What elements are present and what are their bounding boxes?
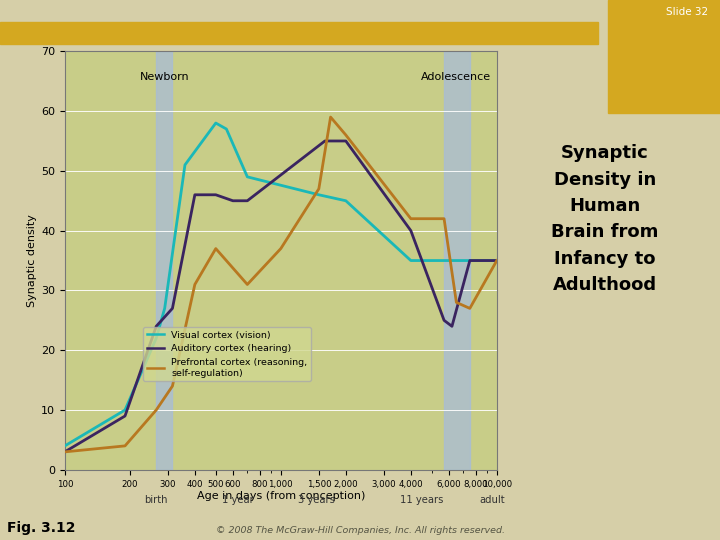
Text: birth: birth bbox=[145, 495, 168, 505]
Text: 1 year: 1 year bbox=[222, 495, 253, 505]
Bar bbox=[444, 51, 470, 470]
Bar bbox=[156, 51, 172, 470]
Text: Synaptic
Density in
Human
Brain from
Infancy to
Adulthood: Synaptic Density in Human Brain from Inf… bbox=[551, 144, 659, 294]
Text: © 2008 The McGraw-Hill Companies, Inc. All rights reserved.: © 2008 The McGraw-Hill Companies, Inc. A… bbox=[215, 525, 505, 535]
Text: Adolescence: Adolescence bbox=[421, 72, 492, 82]
X-axis label: Age in days (from conception): Age in days (from conception) bbox=[197, 491, 365, 501]
Legend: Visual cortex (vision), Auditory cortex (hearing), Prefrontal cortex (reasoning,: Visual cortex (vision), Auditory cortex … bbox=[143, 327, 311, 381]
Text: Newborn: Newborn bbox=[140, 72, 189, 82]
Text: adult: adult bbox=[480, 495, 505, 505]
Bar bbox=[608, 0, 720, 113]
Text: 11 years: 11 years bbox=[400, 495, 444, 505]
Text: Slide 32: Slide 32 bbox=[665, 7, 708, 17]
Y-axis label: Synaptic density: Synaptic density bbox=[27, 214, 37, 307]
Text: 3 years: 3 years bbox=[298, 495, 335, 505]
FancyArrow shape bbox=[0, 22, 598, 44]
Text: Fig. 3.12: Fig. 3.12 bbox=[7, 521, 76, 535]
